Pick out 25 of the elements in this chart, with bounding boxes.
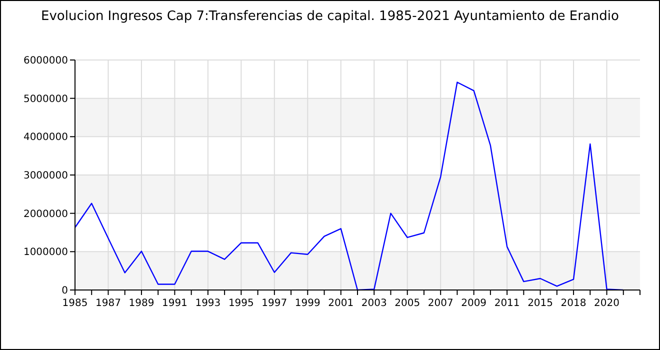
y-tick-label: 4000000 [23, 132, 68, 144]
y-tick-label: 0 [62, 286, 68, 296]
x-tick-label: 2007 [428, 298, 454, 309]
x-tick-label: 2018 [560, 298, 586, 309]
y-tick-label: 3000000 [23, 170, 68, 182]
x-tick-label: 2003 [361, 298, 387, 309]
x-tick-label: 1989 [128, 298, 154, 309]
x-tick-label: 1997 [262, 298, 288, 309]
y-tick-label: 2000000 [23, 208, 68, 220]
x-tick-label: 1987 [96, 298, 121, 309]
y-tick-label: 1000000 [23, 247, 68, 258]
x-tick-label: 2020 [594, 298, 620, 309]
x-tick-label: 1993 [195, 298, 221, 309]
y-tick-label: 6000000 [23, 56, 68, 66]
chart-title: Evolucion Ingresos Cap 7:Transferencias de capital. 1985-2021 Ayuntamiento de Erandio [41, 9, 620, 24]
y-tick-label: 5000000 [23, 94, 68, 105]
x-tick-label: 1995 [228, 298, 254, 309]
x-tick-label: 2005 [394, 298, 420, 309]
x-tick-label: 2009 [461, 298, 487, 309]
x-tick-label: 2011 [494, 298, 520, 309]
x-tick-label: 1985 [62, 298, 88, 309]
x-tick-label: 2001 [328, 298, 354, 309]
x-tick-label: 1999 [294, 298, 320, 309]
x-tick-label: 1991 [162, 298, 188, 309]
x-tick-label: 2015 [528, 298, 554, 309]
